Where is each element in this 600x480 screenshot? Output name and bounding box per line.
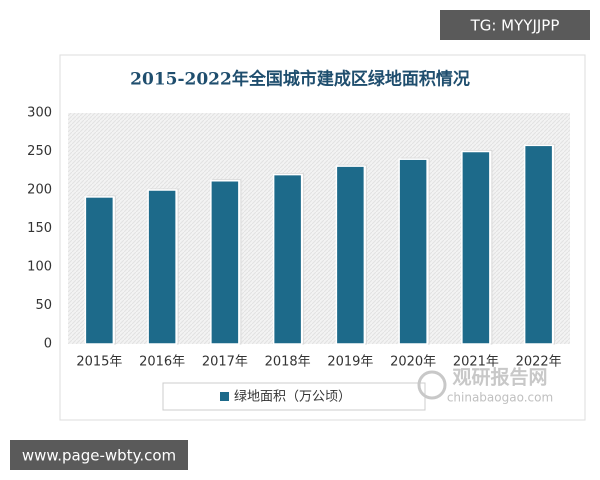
y-tick-label: 200 <box>27 183 52 198</box>
legend-label: 绿地面积（万公顷） <box>234 390 351 405</box>
chart-title: 2015-2022年全国城市建成区绿地面积情况 <box>130 69 470 90</box>
y-tick-label: 0 <box>44 337 52 352</box>
y-tick-label: 150 <box>27 221 52 236</box>
watermark-logo <box>417 370 447 400</box>
bar <box>335 165 366 345</box>
url-box <box>10 440 188 470</box>
x-tick-label: 2021年 <box>453 355 499 370</box>
x-tick-label: 2020年 <box>390 355 436 370</box>
legend-box <box>162 382 426 411</box>
y-tick-label: 100 <box>27 260 52 275</box>
x-tick-label: 2015年 <box>76 355 122 370</box>
bar <box>398 158 428 345</box>
bar <box>84 196 115 345</box>
legend-swatch <box>220 392 229 401</box>
bar <box>147 189 177 345</box>
x-tick-label: 2019年 <box>327 355 373 370</box>
y-tick-label: 50 <box>35 298 52 313</box>
x-tick-label: 2017年 <box>202 355 248 370</box>
bar <box>272 173 303 345</box>
bar <box>461 150 491 345</box>
watermark: chinabaogao.com <box>447 391 553 405</box>
y-tick-label: 250 <box>27 144 52 159</box>
bar <box>210 180 240 345</box>
y-tick-label: 300 <box>27 106 52 121</box>
x-tick-label: 2016年 <box>139 355 185 370</box>
x-tick-label: 2018年 <box>265 355 311 370</box>
bar <box>523 144 554 345</box>
watermark: www.page-wbty.com <box>22 447 176 465</box>
tag-box <box>440 10 590 40</box>
x-tick-label: 2022年 <box>516 355 562 370</box>
watermark: 观研报告网 <box>452 366 547 389</box>
plot-area <box>68 113 570 344</box>
watermark: TG: MYYJJPP <box>470 17 560 35</box>
